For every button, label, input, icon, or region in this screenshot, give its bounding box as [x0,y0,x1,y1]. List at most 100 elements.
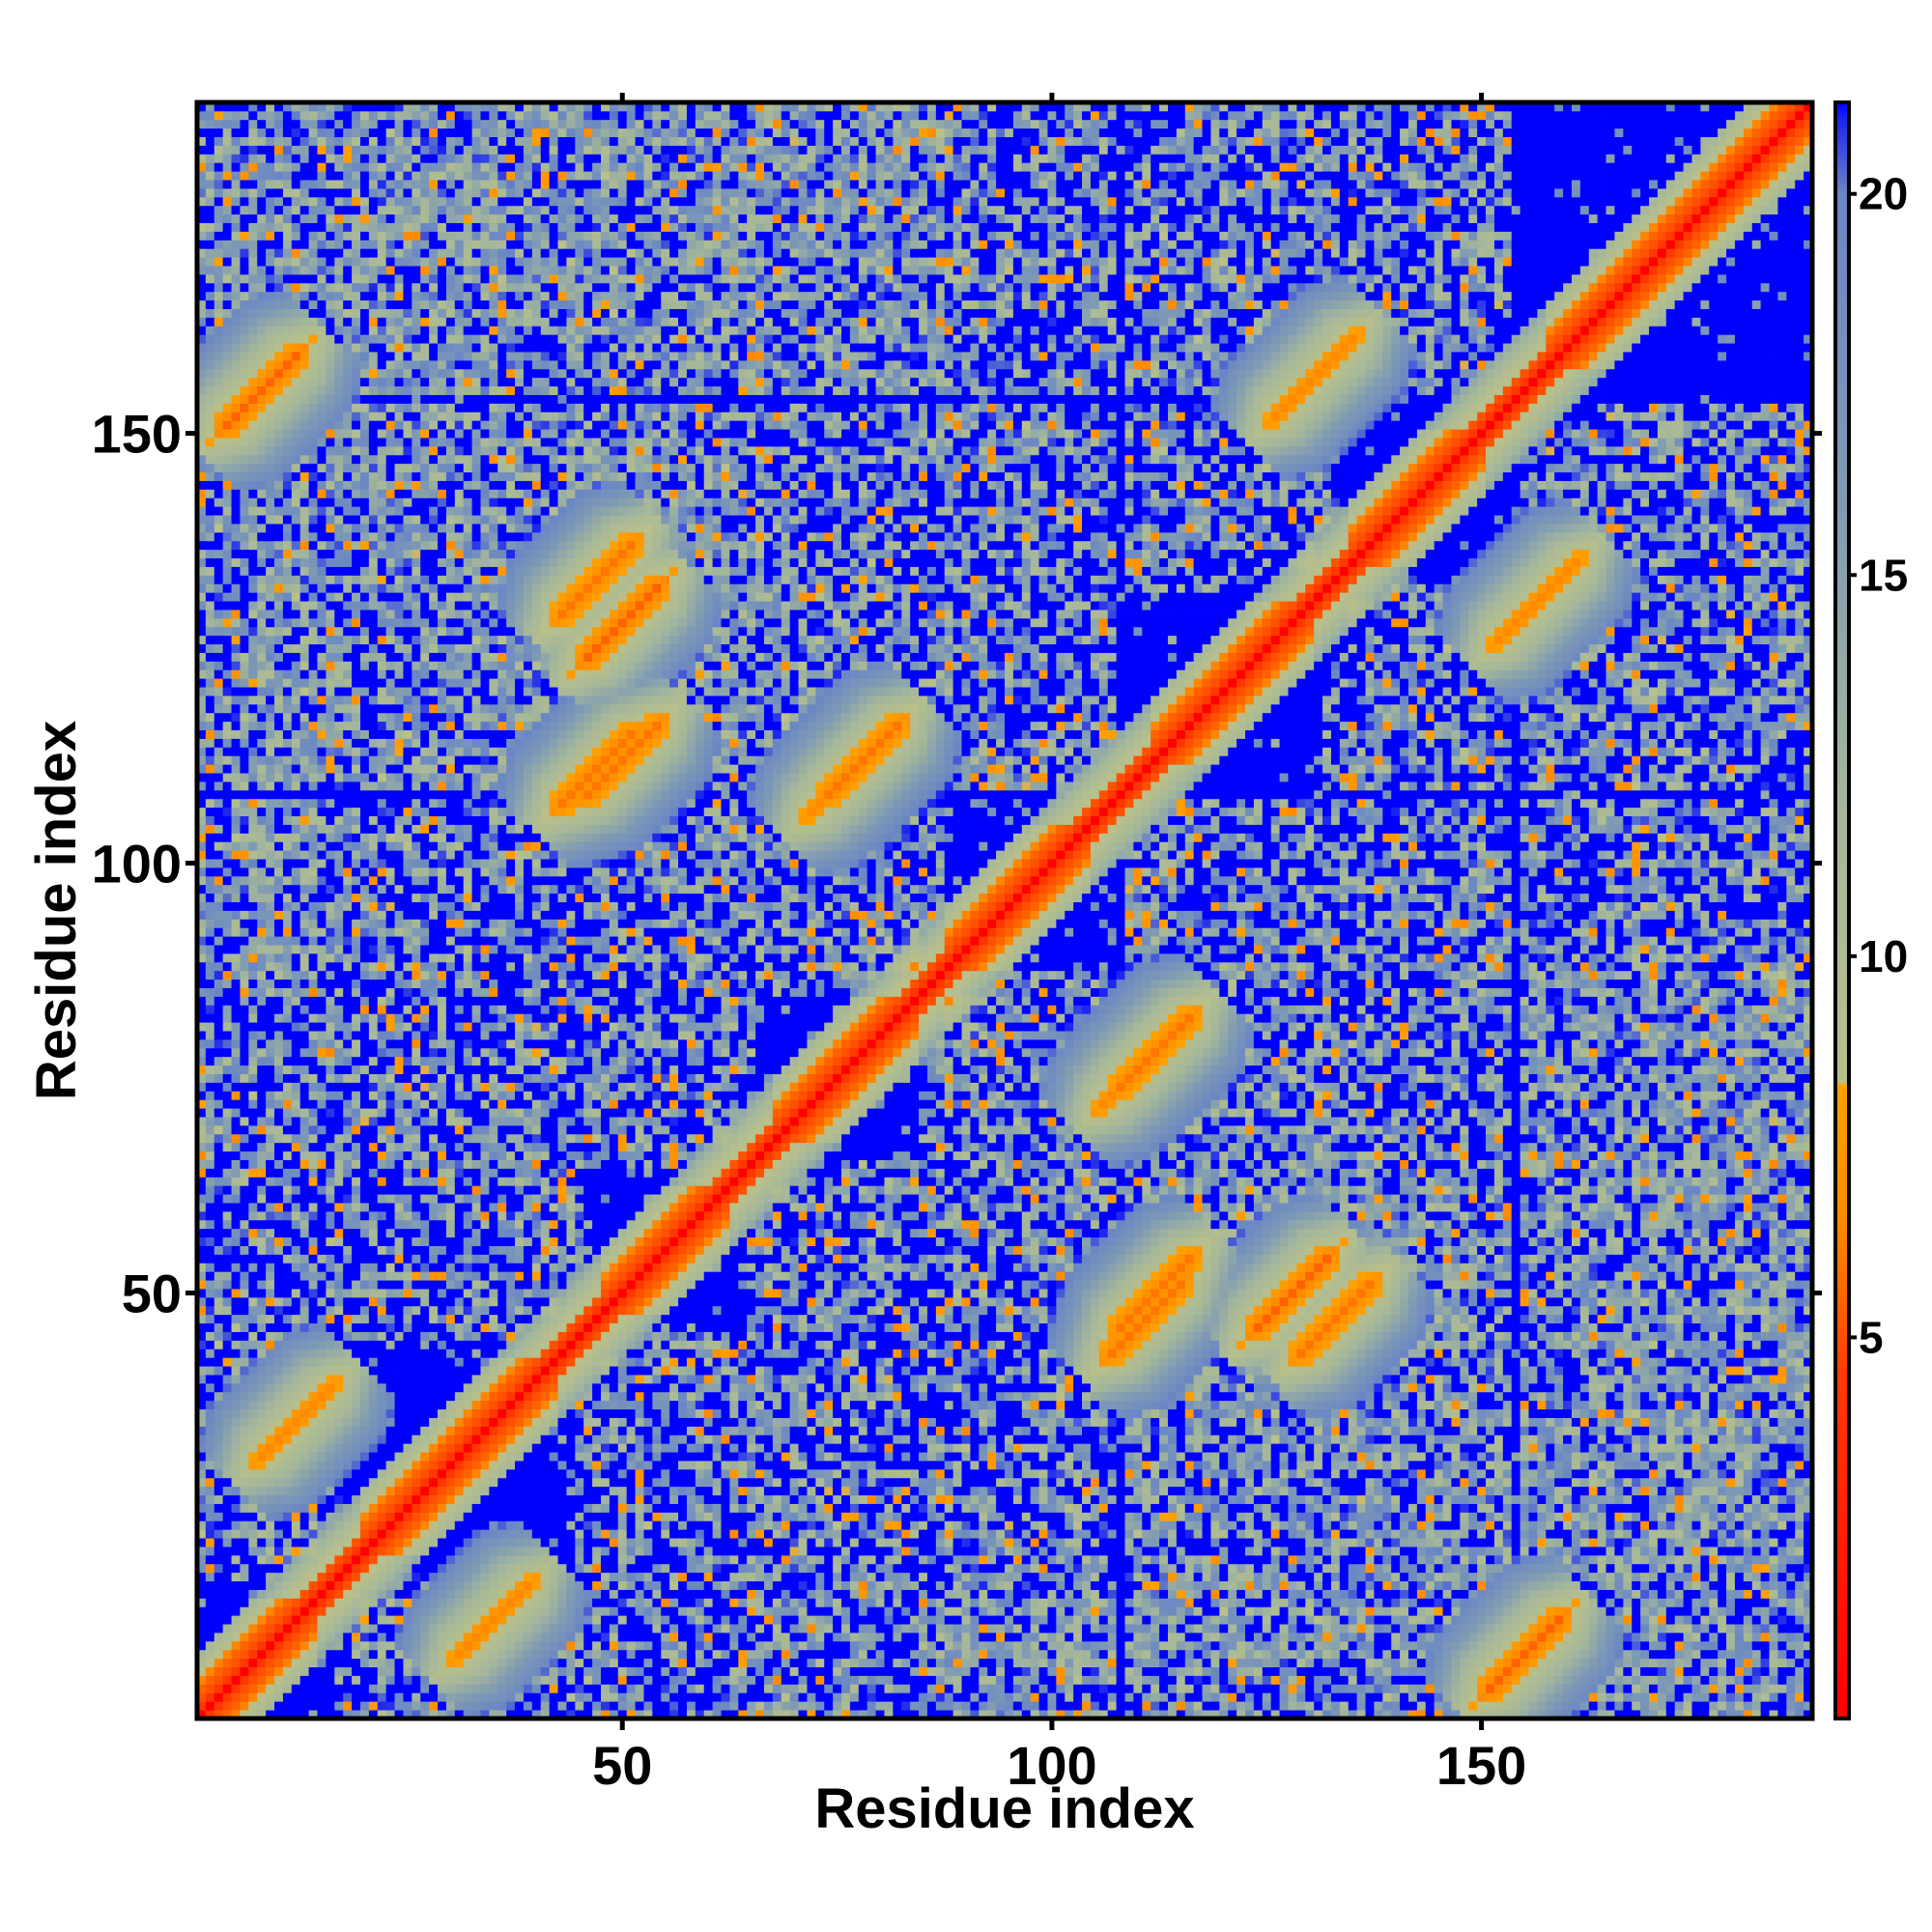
heatmap-cell [299,884,310,895]
heatmap-cell [197,412,207,421]
heatmap-cell [308,1666,318,1676]
heatmap-cell [205,1563,215,1574]
heatmap-cell [282,1554,293,1565]
heatmap-cell [248,1452,258,1462]
heatmap-cell [291,1340,301,1350]
heatmap-cell [257,1701,267,1711]
heatmap-cell [213,1194,224,1204]
heatmap-cell [368,841,379,851]
heatmap-cell [359,1091,370,1100]
heatmap-cell [385,592,395,602]
heatmap-cell [197,1271,207,1281]
heatmap-cell [266,1038,275,1049]
heatmap-cell [326,1692,335,1702]
heatmap-cell [394,1013,404,1023]
heatmap-cell [359,1142,370,1152]
heatmap-cell [299,1520,310,1530]
heatmap-cell [282,1245,293,1255]
heatmap-cell [412,145,421,155]
heatmap-cell [412,385,421,395]
heatmap-cell [240,1426,249,1435]
heatmap-cell [231,1606,241,1616]
heatmap-cell [197,429,207,439]
heatmap-cell [377,1013,387,1023]
heatmap-cell [197,471,207,481]
heatmap-cell [197,850,207,860]
heatmap-cell [394,1633,404,1642]
heatmap-cell [343,403,353,412]
heatmap-cell [385,187,395,198]
heatmap-cell [359,412,370,421]
heatmap-cell [420,910,430,920]
heatmap-cell [231,1280,241,1290]
heatmap-cell [326,1684,335,1693]
heatmap-cell [377,394,387,404]
heatmap-cell [317,308,327,318]
heatmap-cell [334,334,344,344]
heatmap-cell [317,687,327,696]
heatmap-cell [197,592,207,602]
heatmap-cell [266,1658,275,1668]
heatmap-cell [394,824,404,834]
heatmap-cell [317,1296,327,1307]
heatmap-cell [352,626,361,637]
heatmap-cell [326,308,335,318]
heatmap-cell [231,919,241,928]
heatmap-cell [213,1589,224,1599]
heatmap-cell [412,343,421,353]
heatmap-cell [205,403,215,412]
heatmap-cell [394,1477,404,1488]
heatmap-cell [334,128,344,137]
heatmap-cell [377,110,387,121]
heatmap-cell [222,119,232,129]
heatmap-cell [317,1675,327,1685]
heatmap-cell [231,626,241,637]
heatmap-cell [412,1589,421,1599]
heatmap-cell [299,1117,310,1126]
heatmap-cell [352,334,361,344]
heatmap-cell [299,540,310,551]
heatmap-cell [334,394,344,404]
heatmap-cell [420,1408,430,1418]
heatmap-cell [317,592,327,602]
heatmap-cell [299,1013,310,1023]
heatmap-cell [385,102,395,112]
heatmap-cell [394,506,404,516]
heatmap-cell [412,1477,421,1488]
heatmap-cell [352,1177,361,1186]
heatmap-cell [257,515,267,525]
heatmap-cell [266,833,275,842]
heatmap-cell [377,566,387,576]
heatmap-cell [213,385,224,395]
heatmap-cell [326,1391,335,1402]
heatmap-cell [343,1452,353,1462]
heatmap-cell [368,575,379,584]
heatmap-cell [326,712,335,723]
heatmap-cell [240,1296,249,1307]
heatmap-cell [308,884,318,895]
heatmap-cell [385,557,395,567]
heatmap-cell [291,1598,301,1607]
heatmap-cell [326,557,335,567]
heatmap-cell [412,1692,421,1702]
heatmap-cell [213,824,224,834]
heatmap-cell [282,266,293,275]
heatmap-cell [359,1263,370,1272]
heatmap-cell [299,196,310,207]
heatmap-cell [248,1031,258,1040]
heatmap-cell [334,454,344,465]
heatmap-cell [326,961,335,972]
heatmap-cell [240,429,249,439]
heatmap-cell [197,1047,207,1058]
heatmap-cell [291,480,301,490]
heatmap-cell [266,1349,275,1358]
heatmap-cell [299,308,310,318]
heatmap-cell [291,1357,301,1367]
heatmap-cell [308,1382,318,1393]
heatmap-cell [334,222,344,232]
heatmap-cell [299,1366,310,1376]
heatmap-cell [274,1280,284,1290]
heatmap-cell [299,1177,310,1186]
heatmap-cell [274,669,284,679]
heatmap-cell [343,1022,353,1032]
